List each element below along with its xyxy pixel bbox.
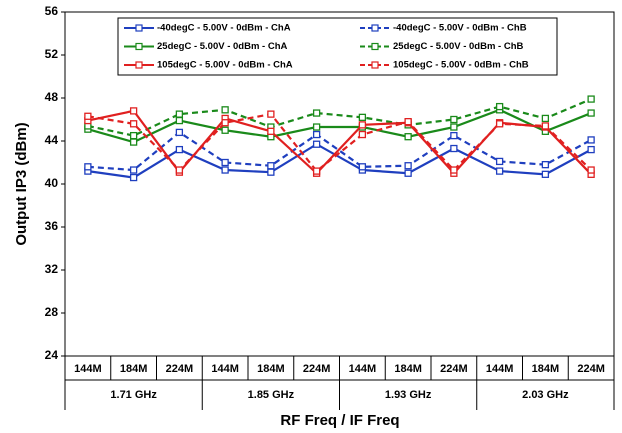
group-label: 1.85 GHz [248,389,295,401]
data-point [495,157,504,166]
data-point [312,109,321,117]
data-point [221,119,229,127]
data-point [404,162,412,170]
data-point [358,163,367,171]
legend-label: 105degC - 5.00V - 0dBm - ChB [393,60,529,71]
series-line [87,108,592,144]
data-point [129,107,138,115]
data-point [541,160,550,169]
x-tick-label: 184M [532,363,560,375]
data-point [312,130,321,139]
legend-marker [135,42,143,51]
series-line [87,112,592,173]
data-point [84,112,92,120]
data-point [267,168,275,176]
data-point [84,163,92,171]
data-point [175,166,184,174]
legend-marker [135,61,143,69]
y-tick-label: 32 [45,262,59,276]
x-tick-label: 184M [120,363,148,375]
data-point [587,109,595,117]
data-point [495,102,504,111]
data-point [267,110,275,118]
x-tick-label: 224M [577,363,605,375]
group-label: 1.71 GHz [110,389,157,401]
x-tick-label: 144M [349,363,377,375]
legend-marker [371,61,379,69]
x-tick-label: 224M [166,363,194,375]
data-point [450,166,458,174]
legend-marker [135,24,143,32]
data-point [129,166,138,174]
legend-label: 25degC - 5.00V - 0dBm - ChA [157,41,288,52]
y-tick-label: 52 [45,47,59,61]
data-point [587,136,595,144]
y-tick-label: 56 [45,4,59,18]
data-point [221,106,229,114]
y-tick-label: 40 [45,176,59,190]
x-tick-label: 144M [211,363,239,375]
data-point [312,123,321,131]
data-point [404,118,412,126]
series-line [87,98,592,137]
y-axis-label: Output IP3 (dBm) [13,122,30,245]
data-point [495,120,504,128]
x-tick-label: 184M [394,363,422,375]
data-point [129,173,138,182]
x-tick-label: 144M [486,363,514,375]
data-point [129,138,138,146]
data-point [267,162,275,170]
data-point [175,145,184,154]
data-point [587,166,595,174]
legend-label: -40degC - 5.00V - 0dBm - ChB [393,23,527,34]
data-point [358,113,367,121]
data-point [450,144,458,153]
series-line [87,142,592,179]
data-point [221,158,229,167]
x-tick-label: 144M [74,363,102,375]
data-point [129,120,138,128]
x-tick-label: 224M [303,363,331,375]
legend-label: -40degC - 5.00V - 0dBm - ChA [157,23,291,34]
data-point [175,128,184,137]
data-point [404,133,412,141]
y-tick-label: 36 [45,219,59,233]
x-tick-label: 184M [257,363,285,375]
data-point [404,169,412,177]
data-point [312,140,321,148]
data-point [541,114,550,123]
data-point [267,127,275,135]
data-point [450,131,458,140]
data-point [312,167,321,175]
legend-marker [371,42,379,51]
series-line [87,131,592,172]
data-point [587,145,595,154]
legend-box [117,17,558,76]
legend-marker [371,24,379,32]
data-point [358,130,367,139]
data-point [221,126,229,134]
legend-label: 25degC - 5.00V - 0dBm - ChB [393,41,524,52]
data-point [541,170,550,178]
group-label: 1.93 GHz [385,389,432,401]
y-tick-label: 28 [45,305,59,319]
data-point [450,115,458,124]
data-point [358,121,367,129]
group-label: 2.03 GHz [522,389,569,401]
y-tick-label: 48 [45,90,59,104]
data-point [587,95,595,103]
data-point [450,123,458,131]
y-tick-label: 44 [45,133,59,147]
x-axis-label: RF Freq / IF Freq [280,412,399,429]
data-point [495,167,504,175]
y-tick-label: 24 [45,348,59,362]
data-point [129,131,138,140]
data-point [175,116,184,125]
data-point [175,110,184,118]
legend-label: 105degC - 5.00V - 0dBm - ChA [157,60,293,71]
data-point [221,166,229,174]
data-point [541,122,550,130]
x-tick-label: 224M [440,363,468,375]
